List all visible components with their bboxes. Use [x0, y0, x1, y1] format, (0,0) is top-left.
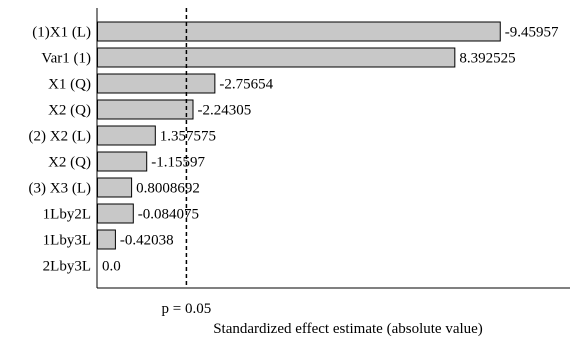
- bar: [97, 47, 456, 68]
- data-label: -2.24305: [198, 103, 252, 119]
- category-label: 2Lby3L: [43, 259, 91, 275]
- data-label: 0.0: [102, 259, 121, 275]
- category-label: X1 (Q): [48, 77, 91, 93]
- category-label: Var1 (1): [41, 51, 91, 67]
- data-label: 0.8008692: [136, 181, 200, 197]
- bar: [97, 73, 216, 94]
- category-label: (1)X1 (L): [32, 25, 91, 41]
- bar: [97, 99, 194, 120]
- bar: [97, 177, 133, 198]
- data-label: -1.15597: [151, 155, 205, 171]
- data-label: -0.084075: [138, 207, 199, 223]
- category-label: (2) X2 (L): [29, 129, 91, 145]
- data-label: -0.42038: [120, 233, 174, 249]
- bar: [97, 151, 148, 172]
- category-label: X2 (Q): [48, 155, 91, 171]
- bar: [97, 203, 134, 224]
- data-label: 8.392525: [459, 51, 515, 67]
- x-axis-title: Standardized effect estimate (absolute v…: [213, 321, 483, 337]
- data-label: 1.357575: [160, 129, 216, 145]
- data-label: -2.75654: [219, 77, 273, 93]
- category-label: 1Lby3L: [43, 233, 91, 249]
- data-label: -9.45957: [505, 25, 559, 41]
- bar: [97, 229, 116, 250]
- category-label: (3) X3 (L): [29, 181, 91, 197]
- labels-layer: (1)X1 (L) -9.45957 Var1 (1) 8.392525 X1 (Q) -…: [29, 25, 559, 275]
- category-label: X2 (Q): [48, 103, 91, 119]
- significance-label: p = 0.05: [162, 301, 212, 317]
- bar: [97, 21, 501, 42]
- category-label: 1Lby2L: [43, 207, 91, 223]
- bar: [97, 125, 156, 146]
